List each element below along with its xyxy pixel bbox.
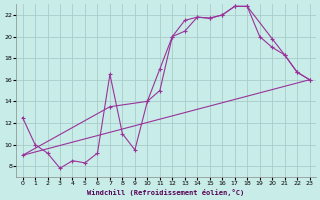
X-axis label: Windchill (Refroidissement éolien,°C): Windchill (Refroidissement éolien,°C) — [87, 189, 245, 196]
